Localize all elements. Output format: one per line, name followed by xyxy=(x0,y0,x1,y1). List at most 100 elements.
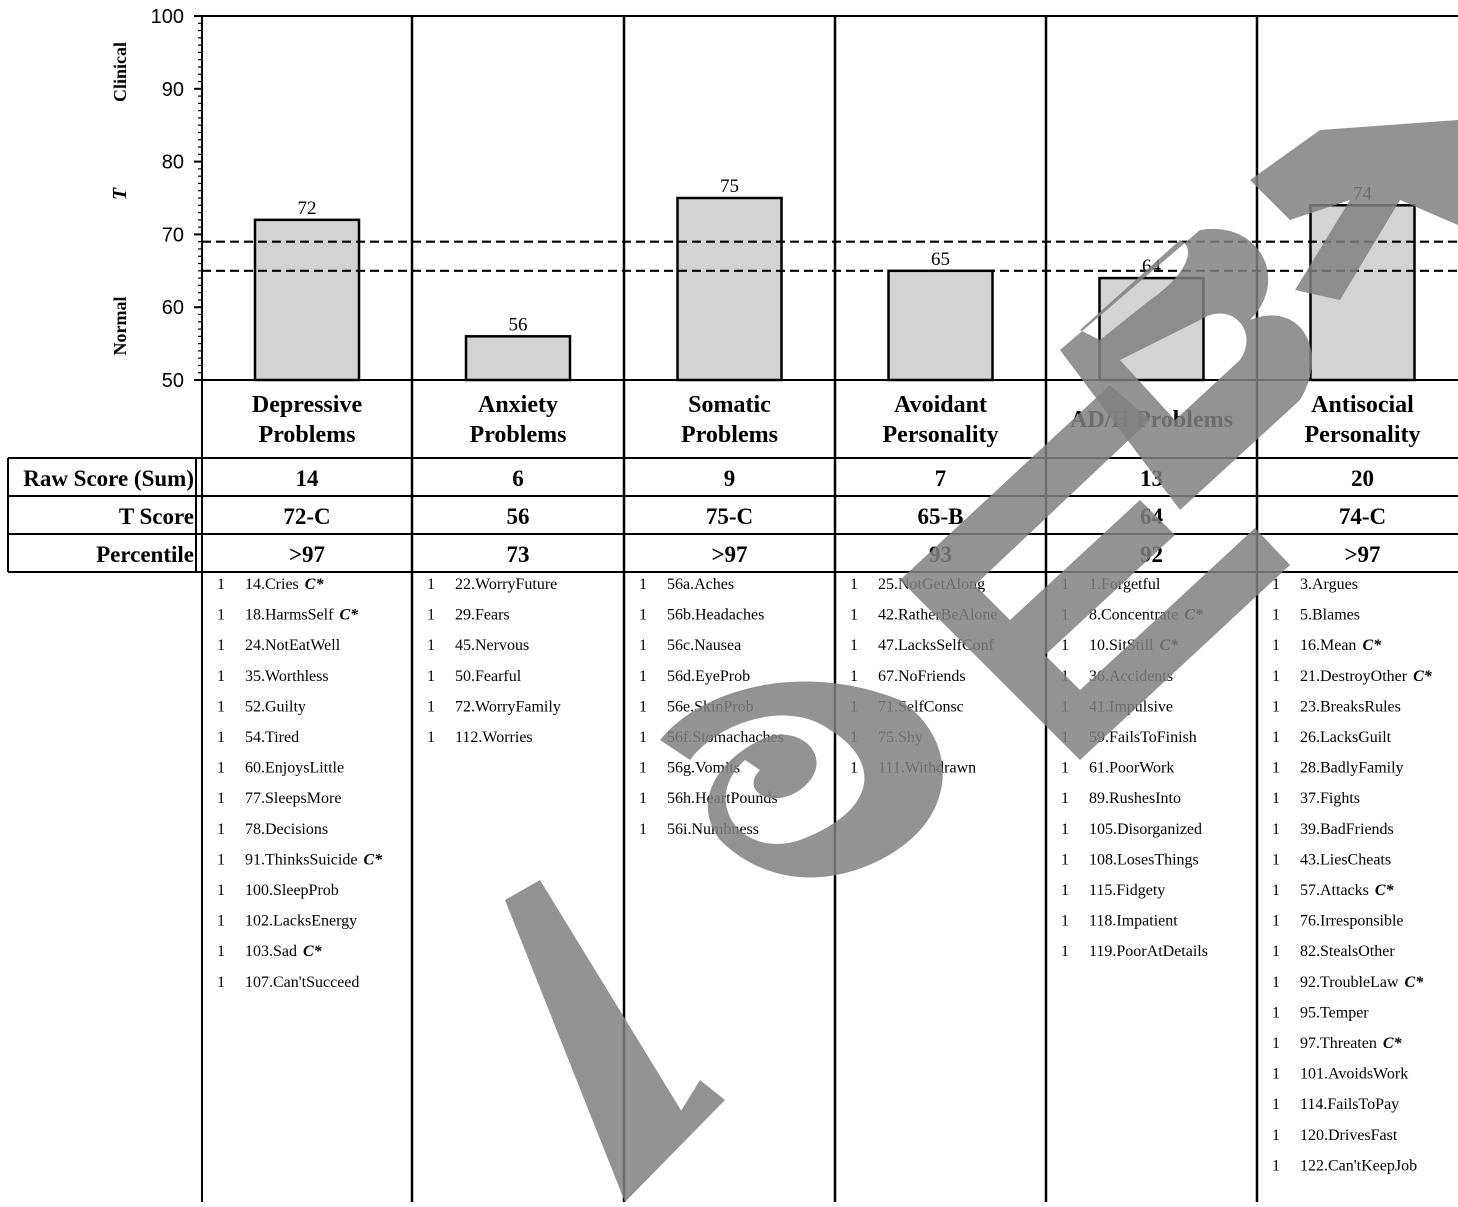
item-score: 1 xyxy=(1272,1157,1280,1174)
item-label: 29.Fears xyxy=(455,607,510,624)
item-score: 1 xyxy=(1272,821,1280,838)
item-label: 103.Sad xyxy=(245,943,297,960)
item-score: 1 xyxy=(1272,882,1280,899)
bar xyxy=(676,196,783,382)
aseba-watermark xyxy=(505,120,1458,1202)
item-label: 22.WorryFuture xyxy=(455,576,557,593)
item-score: 1 xyxy=(427,576,435,593)
item-label: 115.Fidgety xyxy=(1089,882,1165,899)
item-score: 1 xyxy=(850,668,858,685)
item-score: 1 xyxy=(1061,790,1069,807)
table-cell: 20 xyxy=(1351,466,1374,491)
item-label: 97.Threaten xyxy=(1300,1035,1377,1052)
item-label: 100.SleepProb xyxy=(245,882,339,899)
item-score: 1 xyxy=(217,913,225,930)
item-label: 105.Disorganized xyxy=(1089,821,1202,838)
bar xyxy=(253,218,361,382)
zone-label-clinical: Clinical xyxy=(110,42,130,102)
item-score: 1 xyxy=(1061,851,1069,868)
item-label: 24.NotEatWell xyxy=(245,637,341,654)
item-score: 1 xyxy=(639,576,647,593)
item-flag: C* xyxy=(1383,1035,1403,1052)
watermark-letter-s xyxy=(660,681,943,878)
item-score: 1 xyxy=(639,607,647,624)
item-score: 1 xyxy=(1272,1004,1280,1021)
watermark-letter-e xyxy=(900,385,1290,760)
item-label: 8.Concentrate xyxy=(1089,607,1178,624)
item-score: 1 xyxy=(217,637,225,654)
item-label: 61.PoorWork xyxy=(1089,760,1174,777)
item-score: 1 xyxy=(1061,882,1069,899)
zone-label-normal: Normal xyxy=(110,297,130,356)
item-label: 78.Decisions xyxy=(245,821,328,838)
bar-value-label: 72 xyxy=(298,198,317,219)
item-label: 23.BreaksRules xyxy=(1300,698,1401,715)
item-score: 1 xyxy=(1272,668,1280,685)
item-label: 35.Worthless xyxy=(245,668,329,685)
item-flag: C* xyxy=(363,851,383,868)
item-score: 1 xyxy=(1272,790,1280,807)
item-score: 1 xyxy=(217,668,225,685)
item-score: 1 xyxy=(427,607,435,624)
bar xyxy=(464,335,572,382)
item-label: 50.Fearful xyxy=(455,668,522,685)
table-cell: >97 xyxy=(1344,542,1380,567)
item-score: 1 xyxy=(217,760,225,777)
item-label: 101.AvoidsWork xyxy=(1300,1066,1408,1083)
table-cell: 56 xyxy=(507,504,530,529)
watermark-letter-a xyxy=(505,880,725,1202)
y-tick-label: 90 xyxy=(162,79,184,101)
item-score: 1 xyxy=(850,637,858,654)
table-cell: 72-C xyxy=(283,504,330,529)
item-score: 1 xyxy=(639,790,647,807)
item-label: 5.Blames xyxy=(1300,607,1360,624)
item-score: 1 xyxy=(217,607,225,624)
item-label: 57.Attacks xyxy=(1300,882,1369,899)
item-score: 1 xyxy=(1061,913,1069,930)
table-cell: 65-B xyxy=(918,504,964,529)
item-flag: C* xyxy=(305,576,325,593)
item-label: 89.RushesInto xyxy=(1089,790,1181,807)
category-label: Problems xyxy=(259,422,356,448)
item-score: 1 xyxy=(1272,637,1280,654)
category-label: Problems xyxy=(681,422,778,448)
table-cell: 14 xyxy=(296,466,320,491)
item-score: 1 xyxy=(850,760,858,777)
bar-value-label: 75 xyxy=(720,176,739,197)
y-tick-label: 100 xyxy=(151,6,184,28)
item-score: 1 xyxy=(639,760,647,777)
item-flag: C* xyxy=(1375,882,1395,899)
item-score: 1 xyxy=(217,698,225,715)
item-score: 1 xyxy=(427,729,435,746)
bar xyxy=(887,269,994,382)
item-label: 122.Can'tKeepJob xyxy=(1300,1157,1417,1174)
item-label: 56a.Aches xyxy=(667,576,734,593)
item-label: 95.Temper xyxy=(1300,1004,1369,1021)
item-score: 1 xyxy=(217,974,225,991)
item-label: 114.FailsToPay xyxy=(1300,1096,1399,1113)
item-label: 56c.Nausea xyxy=(667,637,741,654)
y-tick-label: 60 xyxy=(162,297,184,319)
item-label: 59.FailsToFinish xyxy=(1089,729,1197,746)
item-label: 118.Impatient xyxy=(1089,913,1178,930)
item-label: 16.Mean xyxy=(1300,637,1356,654)
item-label: 91.ThinksSuicide xyxy=(245,851,357,868)
item-label: 45.Nervous xyxy=(455,637,529,654)
item-score: 1 xyxy=(639,698,647,715)
item-label: 92.TroubleLaw xyxy=(1300,974,1399,991)
item-label: 28.BadlyFamily xyxy=(1300,760,1404,777)
item-flag: C* xyxy=(1362,637,1382,654)
item-score: 1 xyxy=(1272,1127,1280,1144)
category-label: Somatic xyxy=(688,392,771,418)
table-cell: 7 xyxy=(935,466,947,491)
item-score: 1 xyxy=(1272,729,1280,746)
item-score: 1 xyxy=(1272,851,1280,868)
item-label: 119.PoorAtDetails xyxy=(1089,943,1208,960)
item-score: 1 xyxy=(639,637,647,654)
watermark-letter-b xyxy=(1060,228,1312,510)
item-score: 1 xyxy=(639,729,647,746)
item-label: 107.Can'tSucceed xyxy=(245,974,359,991)
item-flag: C* xyxy=(303,943,323,960)
item-label: 77.SleepsMore xyxy=(245,790,341,807)
